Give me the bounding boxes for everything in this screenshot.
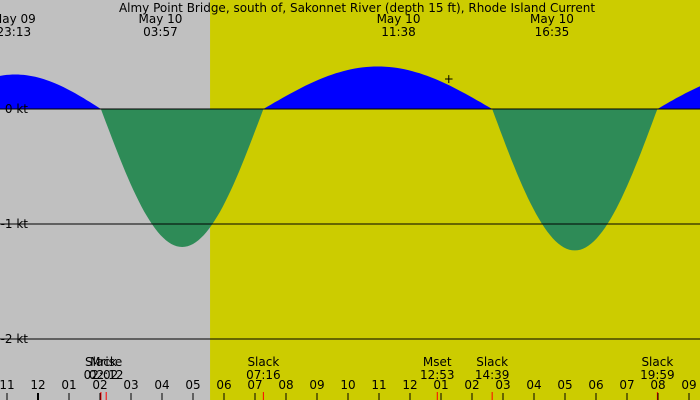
x-tick-label: 09 <box>681 378 696 392</box>
peak-date-label: May 10 <box>377 12 421 26</box>
x-tick-label: 01 <box>433 378 448 392</box>
event-name-label: Slack <box>247 355 279 369</box>
x-tick-label: 12 <box>30 378 45 392</box>
daylight-band <box>210 0 700 400</box>
peak-time-label: 23:13 <box>0 25 31 39</box>
x-tick-label: 08 <box>650 378 665 392</box>
event-name-label: Mrise <box>90 355 122 369</box>
x-tick-label: 01 <box>61 378 76 392</box>
flood-lobe <box>657 86 700 109</box>
peak-time-label: 16:35 <box>535 25 570 39</box>
x-tick-label: 04 <box>154 378 169 392</box>
y-tick-labels: 0 kt -1 kt -2 kt <box>1 102 29 346</box>
x-tick-label: 08 <box>278 378 293 392</box>
peak-date-label: May 10 <box>530 12 574 26</box>
x-tick-label: 05 <box>557 378 572 392</box>
event-time-label: 12:53 <box>420 368 455 382</box>
event-time-label: 14:39 <box>475 368 510 382</box>
flood-lobe <box>263 66 493 109</box>
event-name-label: Slack <box>641 355 673 369</box>
x-tick-label: 06 <box>216 378 231 392</box>
peak-date-label: May 09 <box>0 12 36 26</box>
current-time-marker: + <box>444 72 454 86</box>
peak-time-label: 03:57 <box>143 25 178 39</box>
x-tick-label: 11 <box>371 378 386 392</box>
grid-lines <box>0 108 700 340</box>
x-tick-label: 06 <box>588 378 603 392</box>
x-tick-label: 03 <box>123 378 138 392</box>
y-tick-label: -2 kt <box>1 332 29 346</box>
x-tick-label: 07 <box>619 378 634 392</box>
x-tick-label: 11 <box>0 378 15 392</box>
event-name-label: Slack <box>476 355 508 369</box>
chart-title: Almy Point Bridge, south of, Sakonnet Ri… <box>119 1 595 15</box>
y-tick-label: -1 kt <box>1 217 29 231</box>
event-name-label: Slack <box>85 355 117 369</box>
x-tick-label: 02 <box>464 378 479 392</box>
event-name-label: Mset <box>423 355 452 369</box>
flood-lobe <box>0 74 101 109</box>
x-tick-label: 09 <box>309 378 324 392</box>
peak-date-label: May 10 <box>138 12 182 26</box>
x-tick-label: 02 <box>92 378 107 392</box>
ebb-lobe <box>492 109 658 251</box>
y-tick-label: 0 kt <box>5 102 28 116</box>
peak-time-label: 11:38 <box>381 25 416 39</box>
x-tick-label: 03 <box>495 378 510 392</box>
event-time-label: 02:12 <box>89 368 124 382</box>
x-tick-label: 04 <box>526 378 541 392</box>
ebb-lobe <box>100 109 264 247</box>
x-axis-ticks: 11 12 01 02 03 04 05 06 07 08 09 10 11 12 01 02 03 04 05 06… <box>0 378 697 400</box>
x-tick-label: 07 <box>247 378 262 392</box>
event-time-label: 07:16 <box>246 368 281 382</box>
event-labels: Slack02:02Mrise02:12Slack07:16Mset12:53S… <box>84 355 675 400</box>
x-tick-label: 05 <box>185 378 200 392</box>
current-curve <box>0 66 700 251</box>
event-time-label: 19:59 <box>640 368 675 382</box>
x-tick-label: 10 <box>340 378 355 392</box>
x-tick-label: 12 <box>402 378 417 392</box>
event-time-label: 02:02 <box>84 368 119 382</box>
